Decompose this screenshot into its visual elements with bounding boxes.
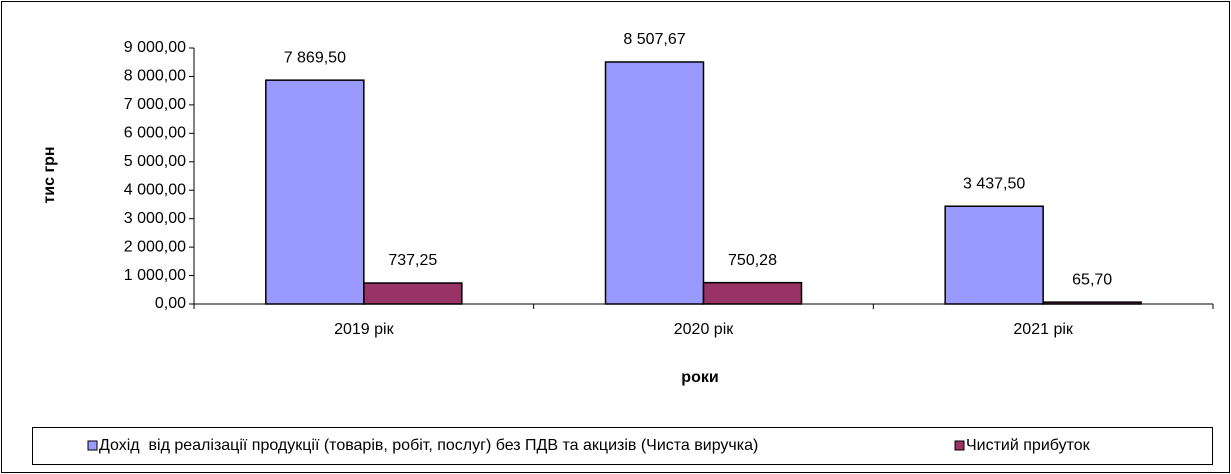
legend-label: Дохід від реалізації продукції (товарів,… xyxy=(99,437,758,454)
y-tick-label: 9 000,00 xyxy=(124,39,186,56)
value-label: 750,28 xyxy=(728,252,777,269)
x-tick-label: 2021 рік xyxy=(1013,321,1073,338)
value-label: 7 869,50 xyxy=(284,49,346,66)
bar xyxy=(1042,301,1142,305)
y-tick-label: 2 000,00 xyxy=(124,238,186,255)
y-tick-label: 5 000,00 xyxy=(124,153,186,170)
legend-marker xyxy=(87,440,98,451)
x-tick-label: 2019 рік xyxy=(334,321,394,338)
legend-label: Чистий прибуток xyxy=(966,437,1091,454)
x-tick-label: 2020 рік xyxy=(674,321,734,338)
value-label: 737,25 xyxy=(388,252,437,269)
y-tick-label: 8 000,00 xyxy=(124,68,186,85)
value-label: 3 437,50 xyxy=(963,175,1025,192)
value-label: 8 507,67 xyxy=(623,31,685,48)
y-tick-label: 3 000,00 xyxy=(124,210,186,227)
y-tick-label: 0,00 xyxy=(155,295,186,312)
legend-box xyxy=(32,427,1213,465)
bar xyxy=(604,61,705,305)
bar xyxy=(944,205,1044,305)
x-axis-title: роки xyxy=(681,369,718,386)
value-label: 65,70 xyxy=(1072,271,1112,288)
bar xyxy=(363,282,463,305)
bar xyxy=(702,281,803,305)
y-tick-label: 6 000,00 xyxy=(124,125,186,142)
y-axis-title: тис грн xyxy=(41,146,58,203)
legend-marker xyxy=(954,440,965,451)
bar xyxy=(265,79,365,305)
y-tick-label: 4 000,00 xyxy=(124,181,186,198)
y-tick-label: 7 000,00 xyxy=(124,96,186,113)
y-tick-label: 1 000,00 xyxy=(124,267,186,284)
